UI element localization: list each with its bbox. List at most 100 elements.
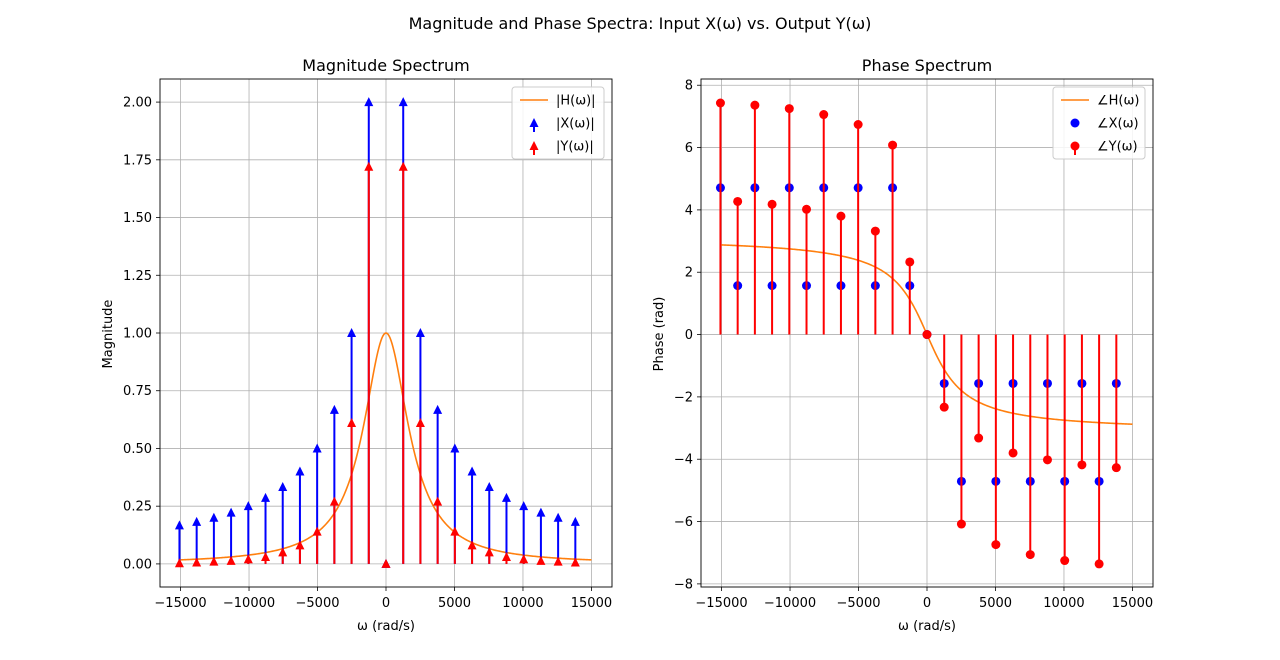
magnitude-x-marker xyxy=(226,507,236,517)
magnitude-ytick-label: 2.00 xyxy=(123,96,152,111)
phase-y-marker xyxy=(767,199,777,209)
magnitude-x-marker xyxy=(536,507,546,517)
magnitude-title: Magnitude Spectrum xyxy=(302,56,469,75)
magnitude-x-marker xyxy=(570,516,580,526)
magnitude-y-marker xyxy=(243,554,253,564)
magnitude-y-marker xyxy=(501,551,511,561)
magnitude-x-marker xyxy=(467,466,477,476)
magnitude-y-marker xyxy=(278,547,288,557)
phase-legend-box xyxy=(1052,86,1146,160)
phase-xtick-label: 15000 xyxy=(1112,596,1153,611)
magnitude-plot-area: −15000 −10000 −5000 0 5000 10000 15000 0.00 0.25… xyxy=(123,78,613,611)
phase-legend-label-y: ∠Y(ω) xyxy=(1097,140,1138,155)
magnitude-x-marker xyxy=(364,97,374,107)
phase-y-marker xyxy=(905,257,915,267)
phase-legend-label-h: ∠H(ω) xyxy=(1097,94,1139,109)
magnitude-y-marker xyxy=(433,496,443,506)
phase-y-marker xyxy=(870,226,880,236)
phase-legend-swatch-x xyxy=(1070,118,1080,128)
magnitude-xlabel: ω (rad/s) xyxy=(357,619,415,634)
magnitude-ytick-label: 1.25 xyxy=(123,269,152,284)
magnitude-y-marker xyxy=(192,557,202,567)
phase-y-marker xyxy=(888,140,898,150)
phase-y-marker xyxy=(715,98,725,108)
magnitude-y-marker xyxy=(381,558,391,568)
phase-xlabel: ω (rad/s) xyxy=(898,619,956,634)
magnitude-x-marker xyxy=(347,328,357,337)
magnitude-y-marker xyxy=(536,555,546,565)
magnitude-xtick-label: −15000 xyxy=(154,596,206,611)
magnitude-y-marker xyxy=(484,547,494,557)
magnitude-x-marker xyxy=(433,404,443,414)
phase-y-marker xyxy=(1025,550,1035,560)
figure-suptitle: Magnitude and Phase Spectra: Input X(ω) … xyxy=(409,14,872,33)
phase-ytick-label: 8 xyxy=(685,79,693,94)
phase-ytick-label: −2 xyxy=(674,390,693,405)
phase-plot-area: −15000 −10000 −5000 0 5000 10000 15000 −8 −6 −4 −2… xyxy=(674,78,1154,611)
magnitude-y-marker xyxy=(174,558,184,568)
magnitude-y-marker xyxy=(261,551,271,561)
phase-xtick-label: −15000 xyxy=(695,596,747,611)
phase-xtick-label: −5000 xyxy=(837,596,881,611)
magnitude-x-marker xyxy=(450,443,460,453)
phase-panel: Phase Spectrum ω (rad/s) Phase (rad) −15… xyxy=(652,56,1154,634)
magnitude-ytick-label: 0.25 xyxy=(123,500,152,515)
magnitude-x-marker xyxy=(295,466,305,476)
phase-legend: ∠H(ω) ∠X(ω) ∠Y(ω) xyxy=(1052,86,1146,160)
phase-y-marker xyxy=(956,519,966,529)
phase-ytick-label: 2 xyxy=(685,266,693,281)
magnitude-y-marker xyxy=(415,418,425,428)
magnitude-ylabel: Magnitude xyxy=(101,300,116,369)
phase-y-marker xyxy=(1060,556,1070,566)
magnitude-legend-swatch-x xyxy=(529,118,539,127)
phase-y-marker xyxy=(991,540,1001,550)
phase-y-marker xyxy=(922,330,932,340)
magnitude-x-marker xyxy=(553,512,563,522)
magnitude-y-marker xyxy=(329,496,339,506)
phase-y-marker xyxy=(939,402,949,412)
magnitude-x-marker xyxy=(519,501,529,511)
phase-y-marker xyxy=(974,433,984,443)
phase-legend-swatch-y xyxy=(1070,141,1080,151)
magnitude-x-marker xyxy=(243,501,253,511)
magnitude-x-marker xyxy=(398,97,408,107)
phase-legend-label-x: ∠X(ω) xyxy=(1097,117,1139,132)
magnitude-xtick-label: 0 xyxy=(382,596,390,611)
magnitude-x-marker xyxy=(312,443,322,453)
magnitude-x-marker xyxy=(261,492,271,502)
phase-ylabel: Phase (rad) xyxy=(652,297,667,372)
phase-y-marker xyxy=(1042,455,1052,465)
phase-ytick-label: 4 xyxy=(685,203,693,218)
phase-ytick-label: −8 xyxy=(674,577,693,592)
phase-xtick-label: 5000 xyxy=(979,596,1012,611)
magnitude-x-marker xyxy=(484,482,494,492)
phase-ytick-label: −6 xyxy=(674,515,693,530)
phase-y-marker xyxy=(853,120,863,130)
magnitude-x-marker xyxy=(329,404,339,414)
phase-y-marker xyxy=(784,104,794,114)
phase-y-marker xyxy=(750,100,760,110)
phase-ytick-label: −4 xyxy=(674,453,693,468)
phase-y-marker xyxy=(733,196,743,206)
magnitude-y-marker xyxy=(347,418,357,428)
phase-xtick-label: 0 xyxy=(923,596,931,611)
phase-ytick-label: 6 xyxy=(685,141,693,156)
magnitude-legend-swatch-y xyxy=(529,141,539,150)
magnitude-y-marker xyxy=(398,161,408,171)
phase-ytick-label: 0 xyxy=(685,328,693,343)
phase-y-marker xyxy=(836,211,846,221)
magnitude-ytick-label: 0.00 xyxy=(123,557,152,572)
phase-y-marker xyxy=(1094,559,1104,569)
magnitude-y-marker xyxy=(467,540,477,550)
phase-y-marker xyxy=(802,204,812,214)
magnitude-xtick-label: 10000 xyxy=(502,596,543,611)
phase-y-marker xyxy=(1008,448,1018,458)
magnitude-y-marker xyxy=(519,554,529,564)
magnitude-ytick-label: 1.75 xyxy=(123,153,152,168)
phase-xtick-label: 10000 xyxy=(1043,596,1084,611)
magnitude-x-marker xyxy=(501,492,511,502)
magnitude-ytick-label: 1.50 xyxy=(123,211,152,226)
magnitude-x-marker xyxy=(174,520,184,530)
phase-xtick-label: −10000 xyxy=(764,596,816,611)
